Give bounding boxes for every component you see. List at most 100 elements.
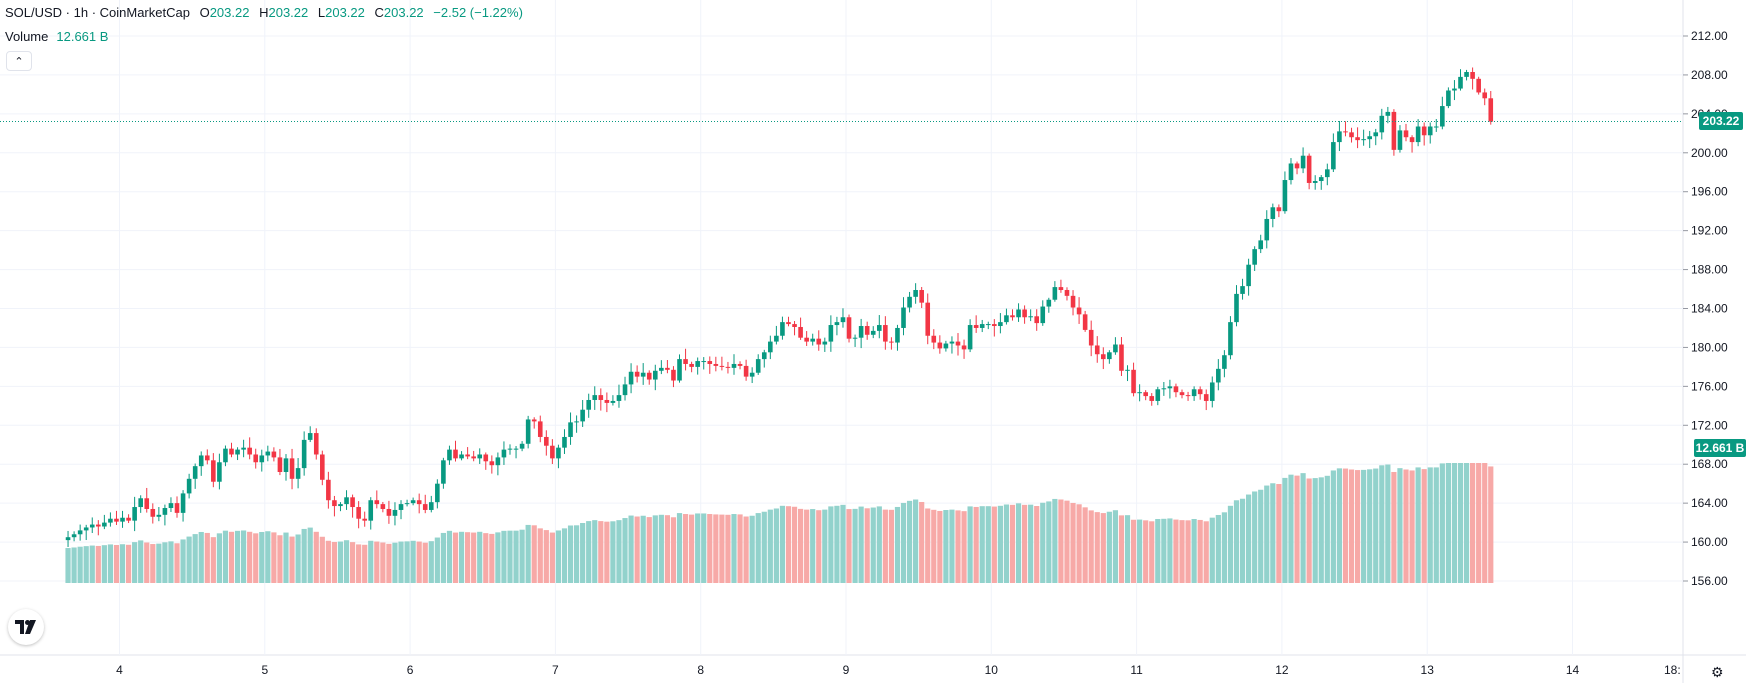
candle-body <box>919 290 924 303</box>
candle-body <box>447 449 452 461</box>
candle-body <box>1004 315 1009 323</box>
volume-bar <box>119 544 126 583</box>
candle-body <box>1427 126 1433 136</box>
volume-bar <box>967 506 973 583</box>
collapse-legend-button[interactable]: ⌃ <box>6 51 32 71</box>
volume-bar <box>125 544 132 583</box>
volume-bar <box>210 537 216 583</box>
candle-body <box>1373 132 1379 137</box>
tradingview-logo-icon[interactable] <box>8 609 44 645</box>
time-tick-label: 6 <box>407 663 414 677</box>
volume-bar <box>1354 470 1361 583</box>
time-axis-cut-label: 18: <box>1664 663 1681 677</box>
volume-bar <box>531 525 537 583</box>
volume-bar <box>132 542 138 583</box>
candle-body <box>283 458 289 472</box>
volume-bar <box>1130 519 1137 583</box>
candle-body <box>544 436 549 446</box>
candle-body <box>998 322 1003 327</box>
candle-body <box>1361 139 1366 141</box>
candle-body <box>138 498 143 508</box>
candle-body <box>961 345 967 350</box>
volume-bar <box>489 533 495 583</box>
candle-body <box>1246 264 1251 287</box>
volume-bar <box>1173 519 1179 583</box>
candle-body <box>192 466 198 479</box>
volume-bar <box>701 513 707 583</box>
candle-body <box>901 307 906 328</box>
volume-bar <box>670 517 677 583</box>
volume-bar <box>852 508 858 583</box>
volume-bar <box>144 542 150 583</box>
candle-body <box>985 324 991 326</box>
volume-bar <box>779 505 786 583</box>
candle-body <box>913 290 918 297</box>
volume-bar <box>307 527 313 583</box>
candle-body <box>162 508 168 515</box>
candle-body <box>362 518 367 521</box>
volume-bar <box>198 531 204 583</box>
candle-body <box>313 433 319 455</box>
volume-bar <box>1258 489 1264 583</box>
candle-body <box>1482 92 1488 99</box>
volume-bar <box>368 540 374 583</box>
volume-bar <box>89 545 95 583</box>
volume-bar <box>900 502 907 583</box>
volume-bar <box>1403 469 1409 583</box>
settings-gear-icon[interactable]: ⚙ <box>1711 664 1724 680</box>
volume-legend: Volume 12.661 B <box>5 29 108 44</box>
volume-bar <box>1336 468 1343 583</box>
candle-body <box>889 341 894 343</box>
candle-body <box>253 454 259 463</box>
volume-bar <box>882 509 888 583</box>
candle-body <box>441 460 446 484</box>
candle-body <box>677 359 682 381</box>
volume-bar <box>634 516 640 583</box>
symbol-title[interactable]: SOL/USD · 1h · CoinMarketCap <box>5 5 190 20</box>
volume-bar <box>888 509 895 583</box>
candle-body <box>489 461 495 466</box>
candle-body <box>907 296 912 308</box>
candle-body <box>761 352 767 360</box>
candle-body <box>1343 131 1348 133</box>
candle-body <box>259 455 265 463</box>
candle-body <box>531 419 537 422</box>
volume-bar <box>1397 468 1403 583</box>
volume-bar <box>1300 473 1306 583</box>
volume-bar <box>247 531 253 583</box>
volume-bar <box>1252 491 1258 583</box>
candle-body <box>925 302 931 336</box>
volume-bar <box>1106 511 1112 583</box>
candle-body <box>1137 392 1142 394</box>
volume-bar <box>592 520 598 583</box>
volume-bar <box>295 534 301 583</box>
volume-bar <box>731 514 737 583</box>
volume-bar <box>1427 467 1433 583</box>
candle-body <box>568 422 573 437</box>
volume-bar <box>77 546 83 583</box>
volume-bar <box>1203 521 1209 583</box>
candle-body <box>822 341 828 345</box>
close-label: C <box>374 5 384 20</box>
candle-body <box>1234 293 1239 323</box>
volume-bar <box>737 514 743 583</box>
volume-bar <box>95 545 101 583</box>
candle-body <box>1306 155 1312 183</box>
candle-body <box>1312 181 1318 183</box>
candle-body <box>701 361 707 363</box>
candle-body <box>834 322 840 326</box>
candles <box>65 67 1494 547</box>
time-tick-label: 7 <box>552 663 559 677</box>
candle-body <box>1149 396 1155 401</box>
volume-label[interactable]: Volume <box>5 29 49 44</box>
candle-body <box>168 503 174 509</box>
candle-body <box>1070 295 1076 308</box>
volume-bar <box>150 544 156 583</box>
volume-bar <box>325 540 331 583</box>
volume-bar <box>1118 515 1125 583</box>
price-tick-label: 176.00 <box>1691 379 1728 393</box>
candle-body <box>235 449 240 455</box>
candle-body <box>519 443 525 449</box>
candle-body <box>743 365 749 377</box>
